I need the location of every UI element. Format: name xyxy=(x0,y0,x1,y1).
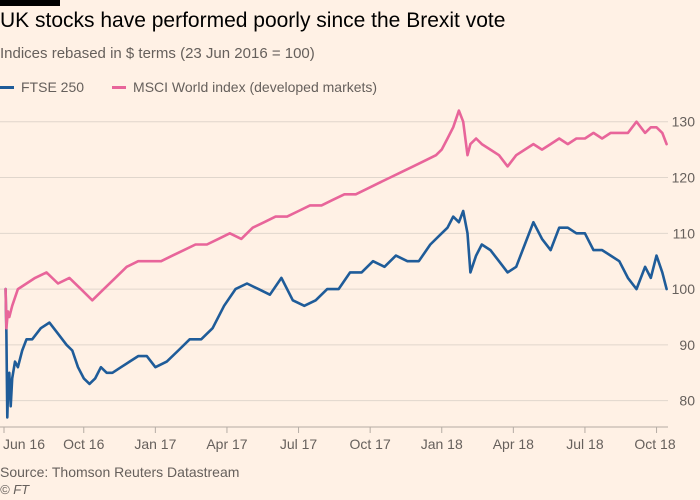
x-tick-label-8: Jul 18 xyxy=(566,436,604,452)
y-tick-label-130: 130 xyxy=(672,114,696,130)
copyright: © FT xyxy=(0,482,30,497)
x-tick-label-2: Jan 17 xyxy=(134,436,176,452)
y-tick-label-110: 110 xyxy=(673,225,696,241)
x-tick-label-7: Apr 18 xyxy=(493,436,534,452)
x-tick-label-9: Oct 18 xyxy=(634,436,675,452)
chart-subtitle: Indices rebased in $ terms (23 Jun 2016 … xyxy=(0,45,315,62)
legend-swatch-ftse xyxy=(0,85,14,89)
y-tick-label-120: 120 xyxy=(672,170,696,186)
legend-label-msci: MSCI World index (developed markets) xyxy=(133,79,378,95)
x-tick-label-5: Oct 17 xyxy=(350,436,391,452)
x-tick-label-0: Jun 16 xyxy=(3,436,45,452)
ftse-250-line xyxy=(4,209,668,419)
line-chart: 80 90 100 110 120 130 Jun 16 Oct 16 Jan 17 Apr 17… xyxy=(0,109,696,452)
x-tick-label-4: Jul 17 xyxy=(280,436,318,452)
msci-world-line xyxy=(4,109,668,330)
legend-item-msci: MSCI World index (developed markets) xyxy=(112,79,377,95)
legend-item-ftse: FTSE 250 xyxy=(0,79,84,95)
y-tick-label-80: 80 xyxy=(679,393,695,409)
y-tick-label-100: 100 xyxy=(672,281,696,297)
legend-swatch-msci xyxy=(112,85,127,89)
y-tick-label-90: 90 xyxy=(679,337,695,353)
x-tick-label-3: Apr 17 xyxy=(206,436,247,452)
chart-title: UK stocks have performed poorly since th… xyxy=(0,9,506,32)
legend: FTSE 250 MSCI World index (developed mar… xyxy=(0,79,405,95)
x-tick-label-6: Jan 18 xyxy=(421,436,463,452)
source-note: Source: Thomson Reuters Datastream xyxy=(0,464,240,480)
ft-header-bar xyxy=(0,0,60,6)
x-tick-label-1: Oct 16 xyxy=(63,436,104,452)
legend-label-ftse: FTSE 250 xyxy=(21,79,85,95)
